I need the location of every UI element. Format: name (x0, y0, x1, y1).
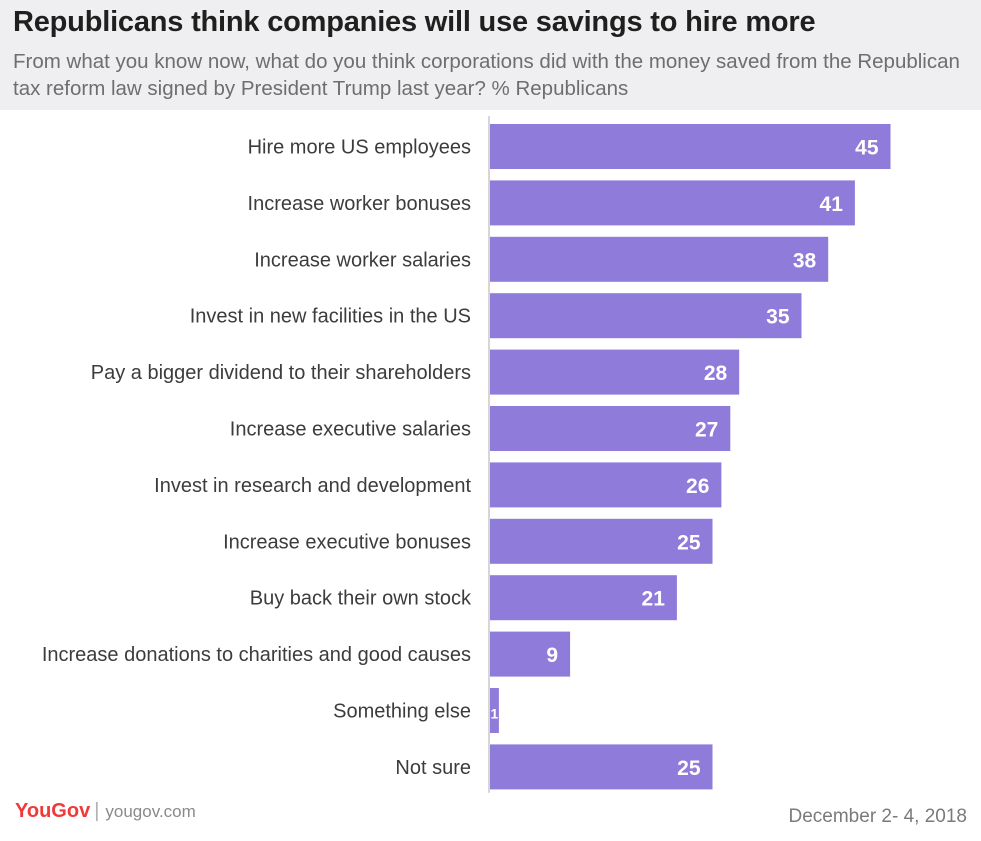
chart-header: Republicans think companies will use sav… (0, 0, 981, 110)
value-label: 9 (546, 644, 558, 667)
logo-divider: | (94, 800, 100, 822)
value-label: 21 (642, 588, 666, 611)
bar (490, 744, 713, 790)
chart-subtitle: From what you know now, what do you thin… (13, 50, 960, 100)
yougov-logo: YouGov | yougov.com (15, 800, 196, 823)
bar (490, 518, 713, 564)
bar (490, 406, 731, 451)
bar (490, 575, 677, 621)
value-label: 25 (677, 531, 701, 554)
site-url: yougov.com (105, 802, 196, 821)
value-label: 35 (766, 306, 790, 329)
category-label: Not sure (395, 757, 471, 779)
value-label: 26 (686, 475, 709, 498)
category-label: Buy back their own stock (250, 588, 472, 610)
category-label: Increase worker salaries (254, 249, 471, 271)
category-label: Invest in new facilities in the US (190, 306, 471, 328)
bar (490, 349, 740, 395)
brand-name: YouGov (15, 800, 91, 822)
value-label: 45 (855, 137, 879, 160)
value-label: 38 (793, 249, 817, 272)
category-label: Something else (333, 701, 471, 723)
bar (490, 236, 829, 282)
bar (490, 124, 891, 169)
category-label: Increase executive salaries (230, 419, 471, 441)
value-label: 27 (695, 419, 718, 442)
bar (490, 293, 802, 339)
bar (490, 631, 571, 677)
category-label: Hire more US employees (248, 137, 471, 159)
value-label: 1 (491, 706, 499, 722)
category-label: Increase worker bonuses (248, 193, 471, 215)
category-label: Increase executive bonuses (223, 531, 471, 553)
category-label: Invest in research and development (154, 475, 471, 497)
value-label: 25 (677, 757, 701, 780)
category-label: Pay a bigger dividend to their sharehold… (91, 362, 471, 384)
survey-date: December 2- 4, 2018 (788, 806, 968, 827)
bar (490, 688, 499, 733)
value-label: 28 (704, 362, 728, 385)
chart-title: Republicans think companies will use sav… (13, 6, 816, 38)
bar (490, 180, 855, 226)
value-label: 41 (820, 193, 844, 216)
category-label: Increase donations to charities and good… (42, 644, 471, 666)
bar (490, 462, 722, 508)
